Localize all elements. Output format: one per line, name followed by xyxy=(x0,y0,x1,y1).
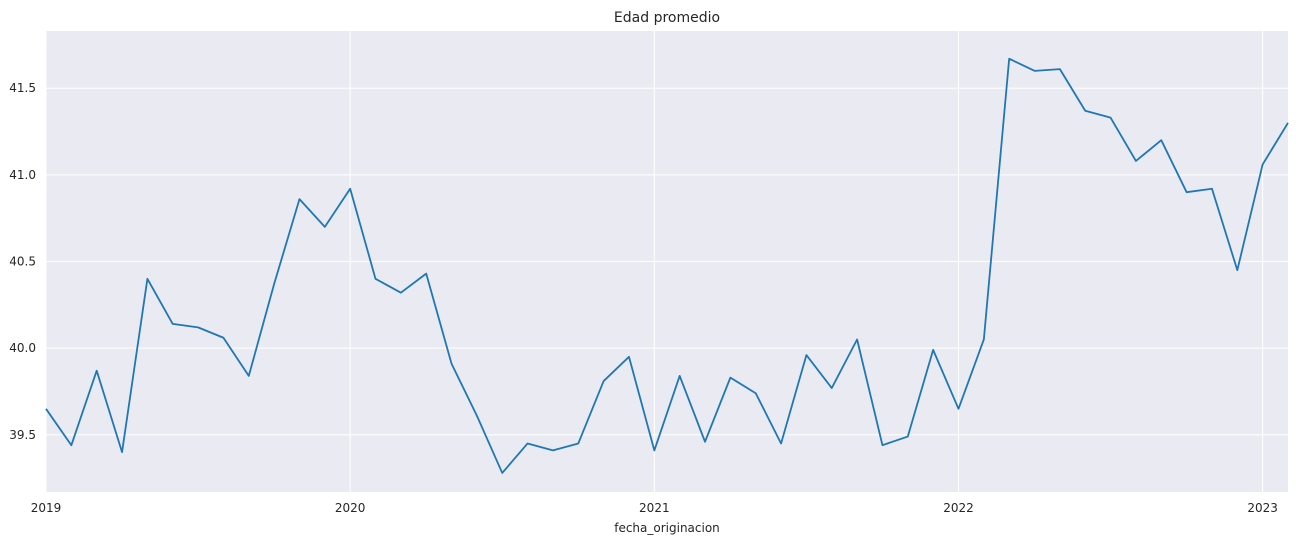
y-tick-label: 39.5 xyxy=(9,428,36,442)
x-axis-ticks: 2019 2020 2021 2022 2023 xyxy=(31,501,1278,515)
y-tick-label: 41.5 xyxy=(9,81,36,95)
series-line xyxy=(45,57,1289,474)
y-tick-label: 40.0 xyxy=(9,341,36,355)
chart-title: Edad promedio xyxy=(614,10,720,26)
y-tick-label: 40.5 xyxy=(9,255,36,269)
y-axis-ticks: 39.5 40.0 40.5 41.0 41.5 xyxy=(9,81,36,442)
x-axis-label: fecha_originacion xyxy=(614,521,720,535)
x-tick-label: 2023 xyxy=(1247,501,1278,515)
x-tick-label: 2022 xyxy=(943,501,974,515)
x-tick-label: 2020 xyxy=(335,501,366,515)
x-tick-label: 2021 xyxy=(639,501,670,515)
y-tick-label: 41.0 xyxy=(9,168,36,182)
grid-lines xyxy=(45,31,1288,492)
x-tick-label: 2019 xyxy=(31,501,62,515)
